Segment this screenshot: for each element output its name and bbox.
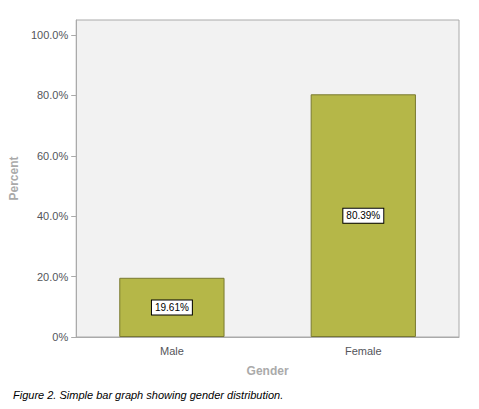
svg-text:Percent: Percent bbox=[7, 156, 21, 200]
svg-text:Figure 2. Simple bar graph sho: Figure 2. Simple bar graph showing gende… bbox=[13, 389, 283, 401]
svg-text:80.39%: 80.39% bbox=[346, 210, 380, 221]
svg-text:40.0%: 40.0% bbox=[37, 210, 68, 222]
svg-text:100.0%: 100.0% bbox=[31, 29, 69, 41]
svg-text:Female: Female bbox=[345, 345, 382, 357]
svg-text:60.0%: 60.0% bbox=[37, 150, 68, 162]
svg-text:20.0%: 20.0% bbox=[37, 271, 68, 283]
svg-text:Male: Male bbox=[160, 345, 184, 357]
svg-text:Gender: Gender bbox=[247, 364, 289, 378]
svg-text:80.0%: 80.0% bbox=[37, 89, 68, 101]
svg-text:19.61%: 19.61% bbox=[155, 302, 189, 313]
svg-text:0%: 0% bbox=[52, 331, 68, 343]
